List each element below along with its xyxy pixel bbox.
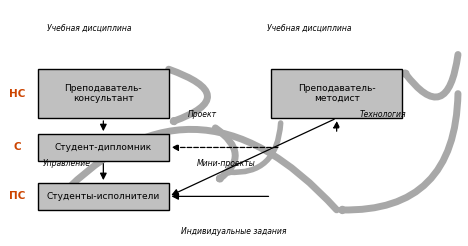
Text: Учебная дисциплина: Учебная дисциплина	[267, 24, 351, 32]
FancyBboxPatch shape	[38, 134, 168, 161]
FancyBboxPatch shape	[38, 69, 168, 118]
FancyBboxPatch shape	[271, 69, 402, 118]
Text: НС: НС	[9, 89, 25, 99]
Text: Индивидуальные задания: Индивидуальные задания	[181, 227, 287, 236]
Text: Управление: Управление	[43, 159, 91, 168]
Text: С: С	[13, 142, 21, 153]
FancyBboxPatch shape	[38, 183, 168, 210]
Text: Преподаватель-
методист: Преподаватель- методист	[298, 84, 375, 103]
Text: Студент-дипломник: Студент-дипломник	[55, 143, 152, 152]
Text: Учебная дисциплина: Учебная дисциплина	[47, 24, 132, 32]
Text: Мини-проекты: Мини-проекты	[197, 159, 256, 168]
Text: Проект: Проект	[187, 110, 217, 119]
Text: ПС: ПС	[9, 191, 25, 201]
Text: Студенты-исполнители: Студенты-исполнители	[47, 192, 160, 201]
Text: Технология: Технология	[360, 110, 407, 119]
Text: Преподаватель-
консультант: Преподаватель- консультант	[65, 84, 142, 103]
